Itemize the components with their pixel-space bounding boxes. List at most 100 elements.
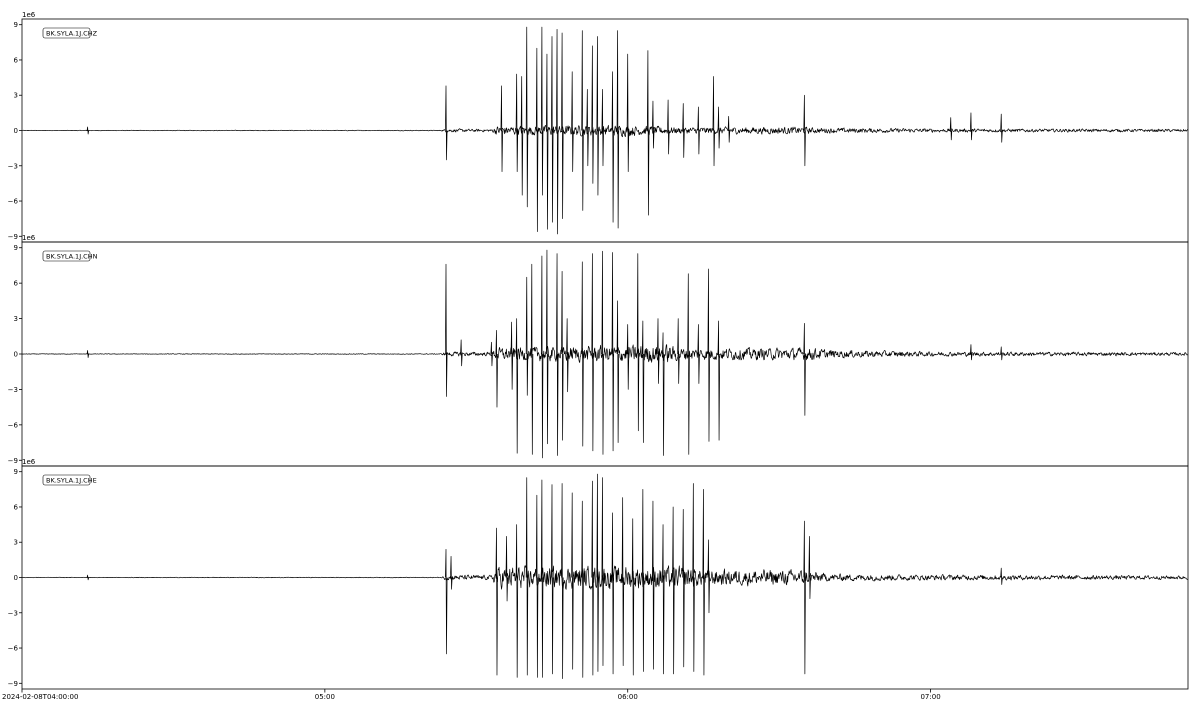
waveform-spike — [667, 99, 670, 155]
y-tick-label: −3 — [8, 609, 18, 617]
waveform-trace — [22, 124, 1188, 138]
waveform-spike — [546, 249, 549, 445]
waveform-spike — [515, 73, 519, 172]
waveform-spike — [652, 500, 655, 670]
waveform-spike — [682, 103, 685, 158]
waveform-spike — [520, 76, 524, 196]
waveform-spike — [803, 520, 806, 675]
waveform-spike — [601, 89, 604, 167]
waveform-spike — [540, 479, 544, 678]
y-tick-label: −6 — [8, 421, 19, 429]
waveform-spike — [561, 483, 564, 679]
waveform-spike — [616, 30, 620, 229]
waveform-spike — [525, 26, 529, 208]
waveform-spike — [591, 45, 594, 184]
y-tick-label: −6 — [8, 645, 19, 653]
waveform-spike — [495, 330, 498, 408]
waveform-spike — [611, 252, 615, 452]
waveform-spike — [601, 477, 604, 667]
time-axis: 2024-02-08T04:00:00 05:00 06:00 07:00 — [2, 689, 941, 701]
waveform-spike — [803, 94, 806, 167]
waveform-spike — [970, 344, 973, 361]
waveform-spike — [596, 36, 599, 196]
waveform-spike — [1000, 113, 1003, 143]
waveform-spike — [460, 339, 463, 367]
waveform-spike — [566, 318, 569, 393]
waveform-spike — [540, 255, 544, 459]
waveform-spike — [1000, 346, 1003, 361]
waveform-spike — [596, 473, 599, 672]
x-tick-label: 07:00 — [920, 693, 940, 701]
waveform-spike — [652, 100, 655, 149]
waveform-spike — [1000, 567, 1003, 585]
legend-box — [42, 474, 91, 486]
waveform-spike — [515, 524, 519, 678]
waveform-spike — [86, 350, 90, 358]
waveform-spike — [641, 488, 645, 672]
x-tick-label: 06:00 — [618, 693, 638, 701]
waveform-spike — [515, 318, 519, 454]
waveform-spike — [571, 71, 574, 172]
waveform-spike — [540, 26, 544, 196]
waveform-spike — [717, 320, 721, 441]
waveform-spike — [611, 71, 615, 223]
y-tick-label: 3 — [14, 92, 18, 100]
waveform-spike — [551, 484, 554, 675]
y-tick-label: 0 — [14, 127, 18, 135]
y-tick-label: 6 — [14, 503, 19, 511]
legend: BK.SYLA.1J.CHE — [42, 474, 97, 486]
waveform-spike — [662, 332, 665, 456]
waveform-spike — [808, 536, 811, 600]
waveform-spike — [707, 268, 710, 442]
waveform-spike — [581, 261, 584, 447]
waveform-spike — [616, 300, 620, 443]
y-tick-label: −9 — [8, 233, 18, 241]
waveform-spike — [662, 524, 665, 675]
x-tick-label: 05:00 — [315, 693, 335, 701]
y-tick-label: 0 — [14, 574, 18, 582]
waveform-spike — [525, 276, 529, 396]
waveform-spike — [677, 318, 680, 384]
legend-label: BK.SYLA.1J.CHN — [46, 253, 98, 261]
legend-label: BK.SYLA.1J.CHZ — [46, 30, 98, 38]
y-tick-label: 6 — [14, 56, 19, 64]
y-tick-label: 3 — [14, 315, 18, 323]
y-tick-label: −6 — [8, 198, 19, 206]
y-tick-label: 9 — [14, 21, 18, 29]
y-offset-label: 1e6 — [22, 234, 36, 242]
waveform-spike — [571, 492, 574, 670]
y-tick-label: 9 — [14, 244, 18, 252]
waveform-spike — [445, 263, 448, 397]
waveform-spike — [556, 29, 559, 235]
waveform-spike — [500, 85, 503, 172]
waveform-spike — [586, 89, 589, 167]
y-tick-label: −3 — [8, 386, 18, 394]
waveform-spike — [646, 50, 650, 216]
legend-label: BK.SYLA.1J.CHE — [46, 477, 97, 485]
waveform-spike — [682, 508, 685, 668]
channel-panel: −9 −6 −3 0 3 6 9 1e6 BK.SYLA.1J.CHN — [8, 234, 1189, 467]
x-tick-label: 2024-02-08T04:00:00 — [2, 693, 78, 701]
y-tick-label: −3 — [8, 162, 18, 170]
legend-box — [42, 27, 91, 39]
waveform-spike — [86, 126, 90, 135]
waveform-spike — [445, 85, 448, 161]
y-tick-label: −9 — [8, 457, 18, 465]
waveform-spike — [546, 53, 549, 230]
waveform-spike — [535, 47, 539, 232]
waveform-spike — [525, 477, 529, 676]
waveform-spike — [561, 32, 564, 220]
waveform-spike — [581, 500, 584, 678]
y-tick-label: −9 — [8, 680, 18, 688]
waveform-trace — [22, 344, 1188, 363]
legend-box — [42, 250, 91, 262]
waveform-spike — [621, 497, 625, 667]
waveform-spike — [505, 536, 509, 602]
waveform-spike — [717, 106, 721, 149]
channel-panels: −9 −6 −3 0 3 6 9 1e6 BK.SYLA.1J.CHZ −9 −6 −3 0 3 6 9 1e6… — [8, 11, 1189, 690]
waveform-spike — [727, 116, 731, 143]
channel-panel: −9 −6 −3 0 3 6 9 1e6 BK.SYLA.1J.CHE — [8, 458, 1189, 690]
waveform-spike — [712, 76, 715, 167]
waveform-spike — [692, 483, 695, 672]
